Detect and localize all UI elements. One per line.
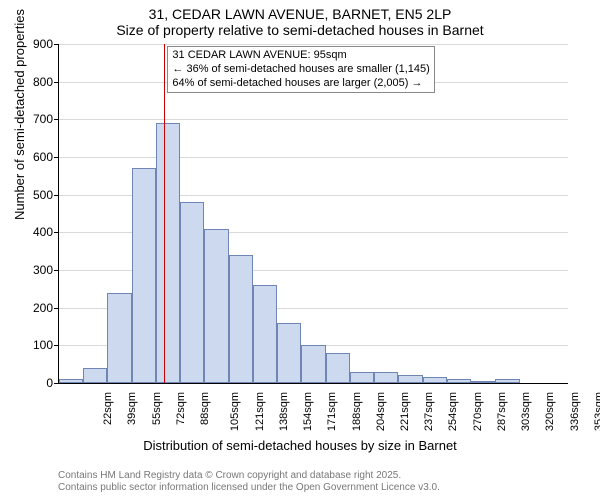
x-tick-label: 55sqm — [151, 392, 163, 425]
bar — [423, 377, 447, 383]
y-tick-label: 400 — [33, 225, 53, 239]
bar — [253, 285, 277, 383]
bar — [156, 123, 180, 383]
annotation-box: 31 CEDAR LAWN AVENUE: 95sqm← 36% of semi… — [167, 46, 434, 93]
x-tick-label: 72sqm — [175, 392, 187, 425]
bar — [326, 353, 350, 383]
y-tick — [54, 195, 59, 196]
x-tick-label: 39sqm — [126, 392, 138, 425]
x-tick-label: 254sqm — [448, 392, 460, 431]
y-tick-label: 800 — [33, 75, 53, 89]
x-tick-label: 221sqm — [399, 392, 411, 431]
grid-line — [59, 44, 568, 45]
y-tick — [54, 270, 59, 271]
x-tick-label: 171sqm — [326, 392, 338, 431]
bar — [107, 293, 131, 383]
bar — [180, 202, 204, 383]
bar — [229, 255, 253, 383]
bar — [350, 372, 374, 383]
x-tick-label: 188sqm — [351, 392, 363, 431]
footer-line1: Contains HM Land Registry data © Crown c… — [58, 470, 440, 482]
bar — [495, 379, 519, 383]
bar — [447, 379, 471, 383]
title-line2: Size of property relative to semi-detach… — [0, 22, 600, 42]
y-tick — [54, 308, 59, 309]
x-tick-label: 303sqm — [520, 392, 532, 431]
bar — [301, 345, 325, 383]
y-tick — [54, 82, 59, 83]
y-tick-label: 300 — [33, 263, 53, 277]
footer: Contains HM Land Registry data © Crown c… — [58, 470, 440, 494]
chart-area: 010020030040050060070080090022sqm39sqm55… — [58, 44, 568, 414]
x-tick-label: 237sqm — [423, 392, 435, 431]
y-tick-label: 500 — [33, 188, 53, 202]
reference-line — [164, 44, 165, 383]
y-tick-label: 600 — [33, 150, 53, 164]
y-tick-label: 900 — [33, 37, 53, 51]
grid-line — [59, 157, 568, 158]
bar — [204, 229, 228, 383]
x-tick-label: 320sqm — [545, 392, 557, 431]
annotation-line: 64% of semi-detached houses are larger (… — [172, 77, 429, 91]
y-tick — [54, 383, 59, 384]
y-axis-title: Number of semi-detached properties — [12, 9, 27, 220]
bar — [471, 381, 495, 383]
bar — [132, 168, 156, 383]
y-tick-label: 700 — [33, 112, 53, 126]
bar — [398, 375, 422, 383]
y-tick-label: 100 — [33, 338, 53, 352]
footer-line2: Contains public sector information licen… — [58, 482, 440, 494]
bar — [374, 372, 398, 383]
bar — [83, 368, 107, 383]
y-tick — [54, 232, 59, 233]
y-tick — [54, 119, 59, 120]
x-tick-label: 138sqm — [278, 392, 290, 431]
x-tick-label: 22sqm — [102, 392, 114, 425]
x-tick-label: 121sqm — [254, 392, 266, 431]
x-tick-label: 336sqm — [569, 392, 581, 431]
x-tick-label: 105sqm — [229, 392, 241, 431]
title-line1: 31, CEDAR LAWN AVENUE, BARNET, EN5 2LP — [0, 0, 600, 22]
x-tick-label: 154sqm — [302, 392, 314, 431]
y-tick-label: 200 — [33, 301, 53, 315]
annotation-line: 31 CEDAR LAWN AVENUE: 95sqm — [172, 49, 429, 63]
y-tick — [54, 345, 59, 346]
annotation-line: ← 36% of semi-detached houses are smalle… — [172, 63, 429, 77]
x-tick-label: 88sqm — [199, 392, 211, 425]
y-tick — [54, 157, 59, 158]
x-tick-label: 353sqm — [593, 392, 600, 431]
plot: 010020030040050060070080090022sqm39sqm55… — [58, 44, 568, 384]
x-axis-title: Distribution of semi-detached houses by … — [0, 438, 600, 453]
y-tick-label: 0 — [46, 376, 53, 390]
chart-container: 31, CEDAR LAWN AVENUE, BARNET, EN5 2LP S… — [0, 0, 600, 500]
x-tick-label: 204sqm — [375, 392, 387, 431]
x-tick-label: 270sqm — [472, 392, 484, 431]
x-tick-label: 287sqm — [496, 392, 508, 431]
bar — [59, 379, 83, 383]
y-tick — [54, 44, 59, 45]
grid-line — [59, 119, 568, 120]
bar — [277, 323, 301, 383]
